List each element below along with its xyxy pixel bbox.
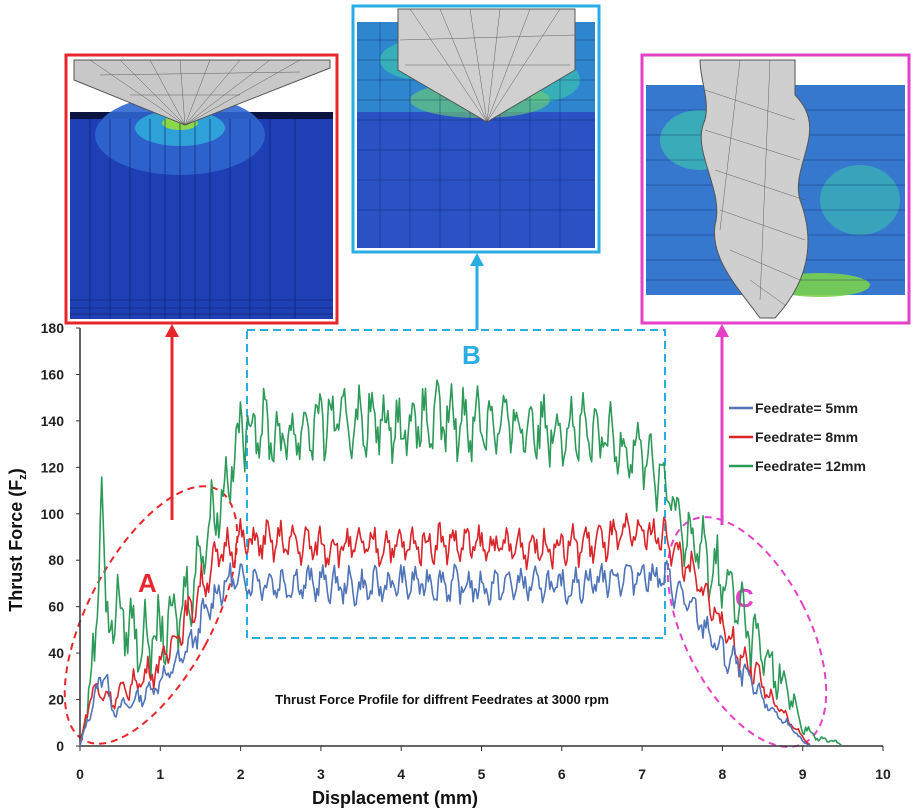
y-tick-label: 60 [48,599,64,615]
arrow-up-icon-b [470,253,484,266]
legend-label: Feedrate= 8mm [755,429,858,445]
y-tick-label: 100 [41,506,65,522]
x-tick-label: 3 [317,766,325,782]
drill-tool-icon-b [397,8,576,123]
series-line-1 [79,512,811,747]
series-line-0 [79,560,811,747]
inset-b [351,4,601,254]
x-tick-label: 9 [799,766,807,782]
y-tick-label: 120 [41,459,65,475]
x-tick-label: 5 [478,766,486,782]
x-tick-label: 7 [638,766,646,782]
x-tick-label: 4 [397,766,405,782]
region-a-label: A [138,568,157,598]
series-line-2 [79,379,843,747]
y-tick-label: 140 [41,413,65,429]
x-tick-label: 10 [875,766,891,782]
legend-label: Feedrate= 12mm [755,458,866,474]
x-tick-label: 1 [156,766,164,782]
legend-label: Feedrate= 5mm [755,400,858,416]
inset-a [64,53,339,325]
drill-tool-icon [73,59,331,126]
arrow-up-icon-c [715,324,729,337]
helical-drill-icon [699,59,811,319]
y-tick-label: 20 [48,692,64,708]
chart-title: Thrust Force Profile for diffrent Feedra… [275,692,609,707]
y-axis-label: Thrust Force (Fz) [6,468,29,612]
x-axis-label: Displacement (mm) [312,788,478,808]
y-tick-label: 160 [41,366,65,382]
x-tick-label: 0 [76,766,84,782]
plot-area: 0 20 40 60 80 100 120 140 160 180 0 1 2 3 4 5 6 7 8 9 10 [41,320,891,782]
x-tick-label: 6 [558,766,566,782]
y-tick-label: 80 [48,552,64,568]
region-b-label: B [462,340,481,370]
region-a-marker: A [63,324,239,745]
legend: Feedrate= 5mm Feedrate= 8mm Feedrate= 12mm [729,400,866,474]
x-tick-label: 8 [719,766,727,782]
x-tick-label: 2 [237,766,245,782]
arrow-up-icon-a [165,324,179,337]
y-tick-label: 40 [48,645,64,661]
y-tick-label: 180 [41,320,65,336]
y-tick-label: 0 [56,738,64,754]
inset-c [640,53,911,325]
